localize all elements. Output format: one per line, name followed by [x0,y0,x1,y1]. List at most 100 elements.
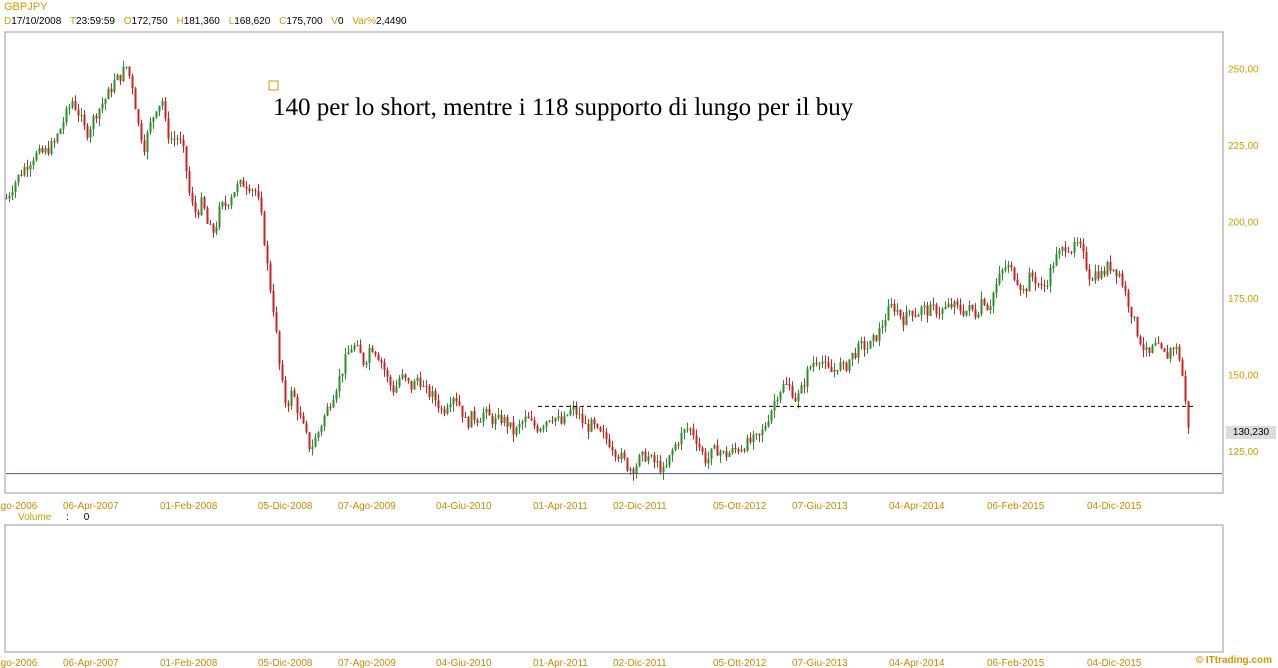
candle-body [662,466,665,473]
candle-body [119,74,122,81]
candle-body [362,353,365,365]
candle-body [866,348,869,350]
candle-body [344,354,347,374]
candle-body [704,451,707,464]
candle-body [671,450,674,456]
volume-value: 0 [83,512,90,523]
candle-body [515,427,518,435]
candle-body [260,197,263,213]
candle-body [503,416,506,424]
candle-body [812,362,815,368]
candle-body [680,432,683,445]
candle-body [644,451,647,462]
candle-body [380,360,383,363]
candle-body [803,385,806,387]
x-axis-volume-panel: Ago-2006 06-Apr-2007 01-Feb-2008 05-Dic-200… [0,658,1142,668]
candle-body [785,384,788,386]
candle-body [356,344,359,346]
candle-body [419,377,422,387]
candle-body [734,447,737,450]
candle-body [590,419,593,432]
candle-body [329,406,332,408]
x-axis-price-panel: Ago-2006 06-Apr-2007 01-Feb-2008 05-Dic-200… [0,501,1142,512]
candle-body [395,386,398,393]
x-tick-label: Ago-2006 [0,501,38,512]
candle-body [524,416,527,422]
candle-body [1109,262,1112,271]
candle-body [446,407,449,414]
candle-body [1160,343,1163,349]
candle-body [176,138,179,140]
x-tick-label: 07-Giu-2013 [792,501,848,512]
candle-body [470,410,473,428]
candle-body [1154,342,1157,346]
candle-body [542,426,545,429]
candle-body [659,460,662,473]
field-key-var: Var% [352,16,377,27]
candle-body [971,304,974,310]
candle-body [185,146,188,172]
candle-body [341,373,344,377]
candle-body [716,445,719,456]
candle-body [596,424,599,428]
candle-body [497,414,500,418]
candle-body [512,422,515,435]
candle-body [899,309,902,317]
candle-body [557,416,560,418]
candle-body [764,426,767,430]
candle-body [479,421,482,423]
candle-body [440,408,443,410]
candle-body [92,116,95,129]
candle-body [242,180,245,187]
candle-body [1007,265,1010,268]
candle-body [977,314,980,318]
candle-body [929,304,932,316]
candle-body [1178,346,1181,360]
candle-body [746,437,749,451]
candle-body [638,455,641,467]
candle-body [83,114,86,126]
candle-body [116,74,119,80]
candle-body [896,309,899,312]
candle-body [113,79,116,92]
candle-body [890,303,893,307]
candle-body [32,160,35,165]
candles-group [5,60,1190,481]
candle-body [983,298,986,306]
candle-body [1052,265,1055,269]
candle-body [968,304,971,311]
candle-body [653,455,656,463]
candle-body [17,174,20,183]
candle-body [944,306,947,309]
candle-body [908,310,911,312]
candle-body [683,429,686,433]
candle-body [632,468,635,474]
candle-body [614,450,617,457]
candle-body [38,147,41,153]
candle-body [449,404,452,408]
candle-body [5,198,8,200]
candle-body [1148,347,1151,353]
chart-annotation: 140 per lo short, mentre i 118 supporto … [273,94,854,121]
candle-body [527,416,530,419]
candle-body [290,390,293,406]
candle-body [326,406,329,416]
candle-body [581,413,584,423]
candle-body [14,182,17,192]
candle-body [53,141,56,143]
candle-body [236,184,239,193]
candle-body [1031,272,1034,278]
candle-body [467,417,470,428]
candle-body [473,410,476,420]
candle-body [365,362,368,365]
x-tick-label: 05-Dic-2008 [258,658,313,668]
candle-body [248,188,251,192]
field-key-open: O [123,16,132,27]
candle-body [782,384,785,393]
x-tick-label: 06-Feb-2015 [987,501,1045,512]
x-tick-label: 01-Feb-2008 [160,501,218,512]
candle-body [464,416,467,418]
x-tick-label: 04-Apr-2014 [889,501,945,512]
candle-body [164,101,167,119]
